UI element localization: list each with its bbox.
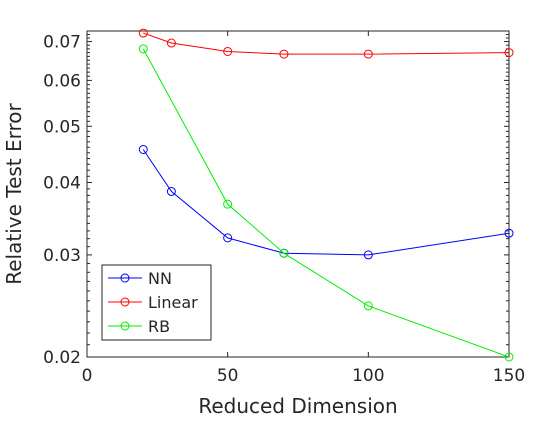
y-tick-label: 0.05	[43, 117, 81, 137]
x-tick-label: 0	[82, 366, 93, 386]
data-point-linear	[223, 46, 233, 56]
legend-label-nn: NN	[148, 269, 172, 288]
y-tick-label: 0.02	[43, 348, 81, 368]
legend-marker-linear	[120, 297, 130, 307]
y-tick-label: 0.03	[43, 246, 81, 266]
data-point-nn	[223, 233, 233, 243]
data-point-nn	[363, 250, 373, 260]
data-point-linear	[504, 48, 514, 58]
x-tick-label: 150	[493, 366, 525, 386]
data-point-linear	[363, 49, 373, 59]
legend-label-linear: Linear	[148, 293, 198, 312]
data-point-linear	[279, 49, 289, 59]
legend-label-rb: RB	[148, 317, 170, 336]
data-point-nn	[138, 144, 148, 154]
series-linear	[138, 28, 514, 59]
y-tick-label: 0.07	[43, 33, 81, 53]
x-tick-label: 50	[217, 366, 239, 386]
x-tick-label: 100	[352, 366, 384, 386]
data-point-rb	[279, 248, 289, 258]
data-point-nn	[504, 228, 514, 238]
data-point-rb	[138, 44, 148, 54]
data-point-rb	[363, 301, 373, 311]
data-point-rb	[223, 199, 233, 209]
legend-marker-nn	[120, 273, 130, 283]
series-rb	[138, 44, 514, 362]
axes: 0 50 100 150 0.02 0.03 0.04 0.05 0.06 0.07 Reduced…	[2, 30, 525, 418]
series-line-rb	[142, 48, 510, 358]
series-line-nn	[142, 149, 510, 256]
x-axis-label: Reduced Dimension	[198, 394, 397, 418]
y-tick-label: 0.04	[43, 173, 81, 193]
data-point-nn	[166, 186, 176, 196]
series-nn	[138, 144, 514, 260]
series-layer	[138, 28, 514, 362]
series-line-linear	[143, 32, 510, 55]
plot-frame	[86, 30, 510, 358]
y-tick-label: 0.06	[43, 71, 81, 91]
legend-marker-rb	[120, 321, 130, 331]
y-axis-label: Relative Test Error	[2, 102, 26, 284]
legend: NN Linear RB	[101, 264, 212, 341]
data-point-rb	[504, 352, 514, 362]
data-point-linear	[166, 38, 176, 48]
data-point-linear	[138, 28, 148, 38]
